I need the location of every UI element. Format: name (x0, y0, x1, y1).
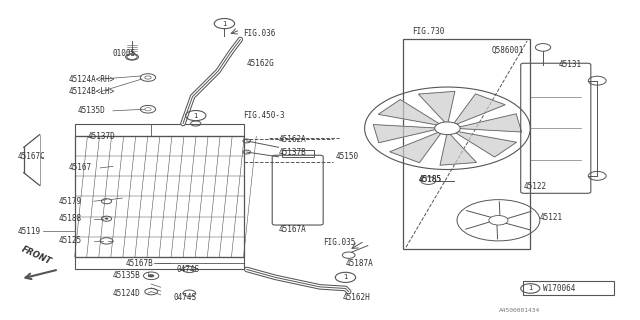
Text: 0474S: 0474S (173, 293, 196, 302)
Text: 45150: 45150 (336, 152, 359, 161)
Circle shape (342, 252, 355, 258)
Text: 45135B: 45135B (113, 271, 141, 280)
Text: 45167B: 45167B (125, 259, 154, 268)
Text: 45131: 45131 (559, 60, 582, 69)
Text: FRONT: FRONT (20, 244, 53, 266)
Text: 45122: 45122 (524, 182, 547, 191)
Text: 1: 1 (222, 20, 227, 27)
Text: FIG.450-3: FIG.450-3 (244, 111, 285, 120)
Bar (403, 39, 531, 249)
Bar (75, 257, 244, 269)
Text: 1: 1 (343, 274, 348, 280)
Polygon shape (454, 114, 522, 132)
Text: 1: 1 (193, 113, 198, 119)
Text: 45119: 45119 (17, 227, 40, 236)
Text: 1: 1 (528, 285, 532, 292)
Polygon shape (378, 100, 443, 126)
Circle shape (489, 215, 508, 225)
Text: 45124A<RH>: 45124A<RH> (68, 75, 115, 84)
Circle shape (243, 139, 250, 143)
Polygon shape (452, 131, 516, 157)
Text: 45188: 45188 (59, 214, 82, 223)
Bar (75, 136, 244, 257)
Text: 45167A: 45167A (278, 225, 307, 234)
Text: 45162H: 45162H (342, 293, 370, 302)
Polygon shape (390, 131, 443, 163)
Text: 45185: 45185 (419, 174, 442, 184)
Circle shape (104, 218, 108, 220)
Text: 45167: 45167 (68, 164, 92, 172)
Text: 0100S: 0100S (113, 49, 136, 58)
Polygon shape (440, 132, 476, 165)
Text: W170064: W170064 (543, 284, 575, 293)
Text: 45187A: 45187A (346, 259, 373, 268)
Text: 45162G: 45162G (246, 59, 275, 68)
Text: 45137D: 45137D (88, 132, 115, 141)
Polygon shape (419, 91, 455, 125)
Text: 45125: 45125 (59, 236, 82, 245)
Circle shape (435, 122, 460, 135)
Text: Q586001: Q586001 (492, 46, 524, 55)
Text: 0474S: 0474S (177, 265, 200, 274)
Text: 45137B: 45137B (278, 148, 307, 156)
Text: FIG.730: FIG.730 (412, 27, 445, 36)
Text: 45185: 45185 (419, 174, 442, 184)
Circle shape (101, 216, 111, 221)
Circle shape (243, 150, 250, 154)
Text: 45124D: 45124D (113, 289, 141, 298)
Bar (75, 124, 244, 136)
Text: 45121: 45121 (540, 212, 563, 222)
Text: 45124B<LH>: 45124B<LH> (68, 87, 115, 96)
Circle shape (191, 121, 201, 126)
Text: 45167C: 45167C (17, 152, 45, 161)
Text: FIG.036: FIG.036 (244, 28, 276, 38)
Text: A4500001434: A4500001434 (499, 308, 540, 313)
Text: 45135D: 45135D (78, 106, 106, 115)
Polygon shape (373, 124, 441, 143)
Circle shape (148, 274, 154, 277)
Polygon shape (452, 94, 505, 126)
Text: 45179: 45179 (59, 197, 82, 206)
Text: 45162A: 45162A (278, 135, 307, 144)
Text: FIG.035: FIG.035 (323, 238, 356, 247)
Bar (282, 150, 314, 157)
